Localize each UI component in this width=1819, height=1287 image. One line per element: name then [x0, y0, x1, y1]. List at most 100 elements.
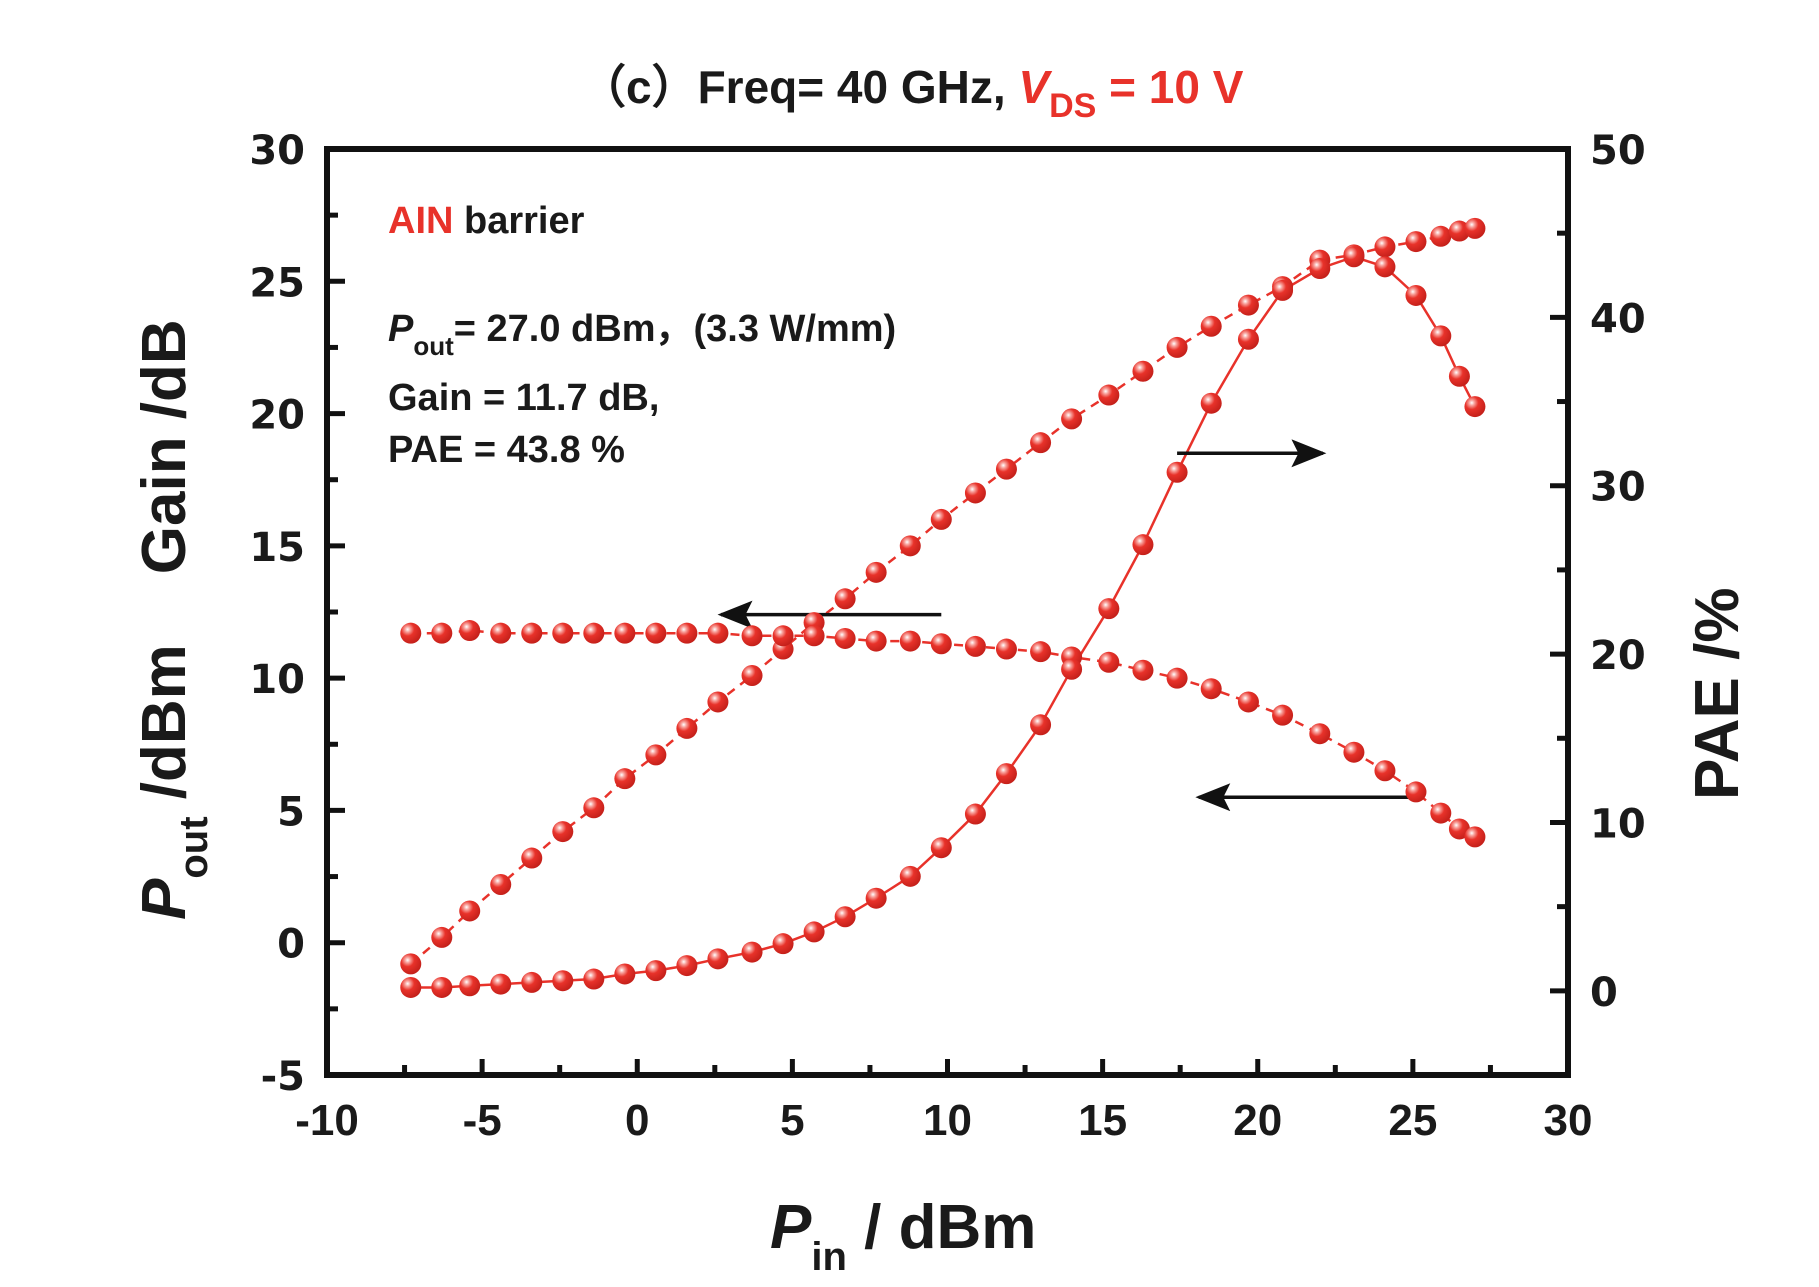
y-left-tick-label: 15	[249, 525, 305, 571]
data-point-pout	[899, 535, 921, 557]
data-point-gain	[1448, 818, 1470, 840]
data-point-pae	[1405, 284, 1427, 306]
data-point-pae	[899, 865, 921, 887]
x-tick-labels: -10 -5 0 5 10 15 20 25 30	[295, 1096, 1592, 1145]
data-point-pout	[521, 847, 543, 869]
data-point-pae	[1132, 534, 1154, 556]
data-point-pae	[834, 906, 856, 928]
data-point-pae	[400, 976, 422, 998]
data-point-gain	[431, 622, 453, 644]
data-point-pae	[459, 975, 481, 997]
annotation-material: AIN barrier	[388, 200, 585, 242]
data-point-gain	[1166, 667, 1188, 689]
data-point-gain	[614, 622, 636, 644]
data-point-pout	[490, 874, 512, 896]
data-point-gain	[400, 622, 422, 644]
series-markers	[400, 217, 1486, 998]
data-point-pout	[930, 508, 952, 530]
x-tick-label: 20	[1233, 1096, 1282, 1145]
x-tick-label: 0	[625, 1096, 649, 1145]
data-point-pae	[431, 976, 453, 998]
data-point-pae	[803, 921, 825, 943]
y-right-tick-labels: 0 10 20 30 40 50	[1590, 128, 1646, 1016]
data-point-pout	[614, 768, 636, 790]
data-point-gain	[583, 622, 605, 644]
data-point-pout	[1200, 315, 1222, 337]
y-right-tick-label: 30	[1590, 465, 1646, 511]
data-point-pae	[865, 887, 887, 909]
data-point-pae	[1272, 279, 1294, 301]
data-point-pae	[995, 763, 1017, 785]
data-point-pout	[1464, 217, 1486, 239]
y-left-tick-label: 10	[249, 657, 305, 703]
data-point-pout	[1405, 231, 1427, 253]
data-point-gain	[865, 630, 887, 652]
data-point-pout	[459, 900, 481, 922]
data-point-gain	[930, 633, 952, 655]
data-point-pae	[964, 803, 986, 825]
data-point-pout	[995, 458, 1017, 480]
data-point-pae	[490, 973, 512, 995]
data-point-pout	[1430, 225, 1452, 247]
data-point-pae	[1343, 246, 1365, 268]
data-point-gain	[899, 630, 921, 652]
x-tick-label: 30	[1544, 1096, 1593, 1145]
x-axis-label: Pin / dBm	[770, 1193, 1036, 1279]
x-tick-label: 15	[1078, 1096, 1127, 1145]
data-point-pout	[1132, 360, 1154, 382]
data-point-pout	[400, 953, 422, 975]
data-point-gain	[521, 622, 543, 644]
data-point-pae	[614, 963, 636, 985]
data-point-gain	[772, 625, 794, 647]
data-point-gain	[707, 622, 729, 644]
data-point-gain	[1272, 704, 1294, 726]
data-point-pae	[1430, 325, 1452, 347]
title-prefix: （c）Freq= 40 GHz,	[580, 61, 1018, 113]
y-left-tick-label: 0	[277, 922, 305, 968]
plot-frame	[324, 146, 1571, 1078]
data-point-pae	[772, 933, 794, 955]
y-left-tick-label: -5	[261, 1054, 305, 1100]
data-point-pout	[583, 797, 605, 819]
data-point-gain	[1237, 691, 1259, 713]
annotation-gain: Gain = 11.7 dB,	[388, 377, 659, 419]
data-point-pae	[1448, 365, 1470, 387]
data-point-pae	[521, 971, 543, 993]
x-tick-label: 5	[780, 1096, 804, 1145]
data-point-pae	[645, 960, 667, 982]
y-left-tick-label: 20	[249, 393, 305, 439]
y-left-tick-label: 5	[277, 789, 305, 835]
series-arrows	[717, 439, 1413, 812]
x-tick-label: -10	[295, 1096, 359, 1145]
annotation-pae: PAE = 43.8 %	[388, 429, 625, 471]
data-point-gain	[490, 622, 512, 644]
title-v: V	[1018, 61, 1052, 113]
title-sub: DS	[1049, 87, 1096, 125]
data-point-pout	[431, 926, 453, 948]
x-tick-label: 10	[923, 1096, 972, 1145]
data-point-pout	[834, 588, 856, 610]
data-point-pout	[1448, 220, 1470, 242]
data-point-gain	[1430, 802, 1452, 824]
data-point-pae	[583, 968, 605, 990]
data-point-pae	[1061, 658, 1083, 680]
data-point-gain	[1464, 826, 1486, 848]
y-right-axis-label: PAE /%	[1683, 588, 1752, 800]
x-axis-ticks	[402, 1059, 1493, 1075]
data-point-pae	[1374, 256, 1396, 278]
data-point-gain	[1098, 651, 1120, 673]
y-left-tick-label: 25	[249, 260, 305, 306]
y-right-tick-label: 40	[1590, 296, 1646, 342]
data-point-pout	[865, 561, 887, 583]
data-point-pae	[930, 837, 952, 859]
data-point-gain	[803, 625, 825, 647]
title-suffix: = 10 V	[1096, 61, 1243, 113]
data-point-gain	[1374, 760, 1396, 782]
x-tick-label: -5	[463, 1096, 502, 1145]
data-point-gain	[964, 635, 986, 657]
data-point-gain	[459, 620, 481, 642]
data-point-gain	[741, 625, 763, 647]
data-point-pae	[1309, 258, 1331, 280]
x-tick-label: 25	[1388, 1096, 1437, 1145]
y-left-tick-label: 30	[249, 128, 305, 174]
